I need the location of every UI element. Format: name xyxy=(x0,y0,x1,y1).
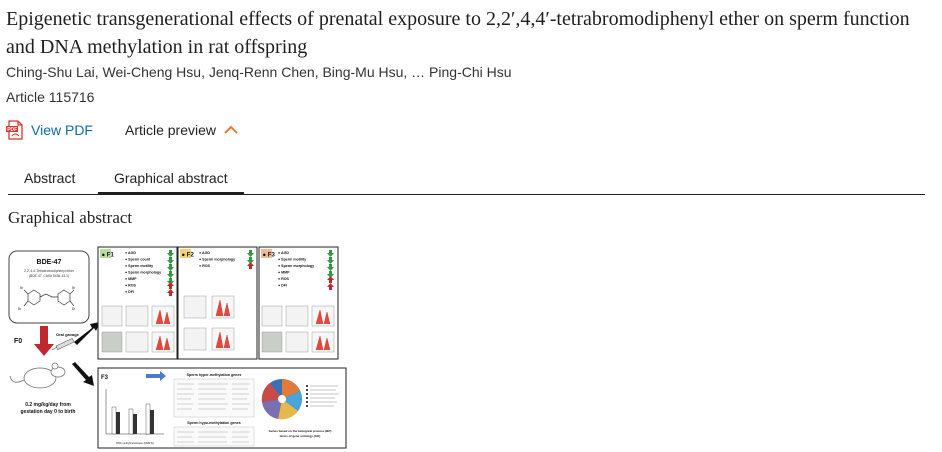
svg-text:Br: Br xyxy=(18,307,22,311)
f3-item: ● MMP xyxy=(278,271,290,275)
svg-text:Br: Br xyxy=(72,286,76,290)
down-arrow-icon xyxy=(34,326,54,356)
arrow-to-panels-icon xyxy=(74,322,100,345)
f1-item: ● Sperm motility xyxy=(125,264,153,268)
f3-item: ● DFI xyxy=(278,284,287,288)
f2-item: ● AGD xyxy=(199,251,210,255)
f3-item: ● ROS xyxy=(278,277,290,281)
panel-f1: ● F1 ● AGD ● Sperm count ● Sperm motilit… xyxy=(97,246,178,360)
f1-item: ● MMP xyxy=(125,277,137,281)
rat-icon xyxy=(9,362,66,389)
genes-caption-2: terms of gene ontology (GO) xyxy=(280,434,321,438)
article-preview-toggle[interactable]: Article preview xyxy=(125,122,238,138)
blue-arrow-icon xyxy=(146,371,166,381)
article-preview-label: Article preview xyxy=(124,122,217,138)
f1-item: ● DFI xyxy=(125,290,134,294)
article-title[interactable]: Epigenetic transgenerational effects of … xyxy=(6,8,910,58)
panel-f3-methylation: F3 DNA methyltransferase (DNMTs) Sperm h… xyxy=(97,367,347,449)
article-actions: PDF View PDF Article preview xyxy=(6,119,238,141)
compound-cas: (BDE-47, CAS# 5436-43-1) xyxy=(29,274,69,278)
f3-item: ● Sperm motility xyxy=(278,258,306,262)
svg-text:Br: Br xyxy=(20,286,24,290)
panel-f2-label: ● F2 xyxy=(182,253,195,259)
f2-item: ● Sperm morphology xyxy=(199,258,235,262)
dose-line-1: 0.2 mg/kg/day from xyxy=(25,402,71,408)
compound-desc: 2,2′,4,4′-Tetrabromodiphenyl ether xyxy=(24,269,75,273)
chevron-up-icon xyxy=(224,125,238,134)
hypo-title: Sperm hypo-methylation genes xyxy=(187,421,241,425)
panel-f1-label: ● F1 xyxy=(102,253,115,259)
view-pdf-label: View PDF xyxy=(31,122,93,138)
pdf-icon: PDF xyxy=(6,120,23,140)
view-pdf-link[interactable]: PDF View PDF xyxy=(6,120,93,140)
svg-text:PDF: PDF xyxy=(7,127,17,133)
genes-caption-1: Genes based on the biological process (B… xyxy=(269,429,332,433)
panel-f2: ● F2 ● AGD ● Sperm morphology ● ROS xyxy=(177,246,258,360)
tab-graphical-abstract[interactable]: Graphical abstract xyxy=(98,170,244,195)
tab-bar: Abstract Graphical abstract xyxy=(8,166,925,195)
molecule-structure-icon xyxy=(23,289,75,307)
bar-xlabel: DNA methyltransferase (DNMTs) xyxy=(116,441,154,445)
tab-abstract[interactable]: Abstract xyxy=(24,170,76,186)
f3-item: ● AGD xyxy=(278,251,289,255)
f0-label: F0 xyxy=(14,338,22,345)
f3-bottom-label: F3 xyxy=(101,375,109,381)
go-pie-chart-icon xyxy=(261,379,302,420)
article-authors: Ching-Shu Lai, Wei-Cheng Hsu, Jenq-Renn … xyxy=(6,64,512,80)
svg-text:Br: Br xyxy=(72,307,76,311)
syringe-icon xyxy=(51,338,75,351)
f2-item: ● ROS xyxy=(199,264,211,268)
panel-f3: ● F3 ● AGD ● Sperm motility ● Sperm morp… xyxy=(258,246,339,360)
f1-item: ● Sperm morphology xyxy=(125,271,161,275)
hyper-title: Sperm hyper-methylation genes xyxy=(187,373,242,377)
f3-item: ● Sperm morphology xyxy=(278,264,314,268)
oral-gavage-label: Oral gavage xyxy=(56,332,80,337)
f1-item: ● Sperm count xyxy=(125,258,151,262)
f1-item: ● AGD xyxy=(125,251,136,255)
graphical-abstract-figure[interactable]: BDE-47 2,2′,4,4′-Tetrabromodiphenyl ethe… xyxy=(6,244,351,450)
section-heading: Graphical abstract xyxy=(8,208,133,227)
compound-name: BDE-47 xyxy=(37,259,62,266)
f1-item: ● ROS xyxy=(125,284,137,288)
panel-f3-label: ● F3 xyxy=(263,253,276,259)
article-number: Article 115716 xyxy=(6,89,95,105)
dose-line-2: gestation day 0 to birth xyxy=(20,409,75,415)
arrow-to-f3-icon xyxy=(72,362,94,386)
